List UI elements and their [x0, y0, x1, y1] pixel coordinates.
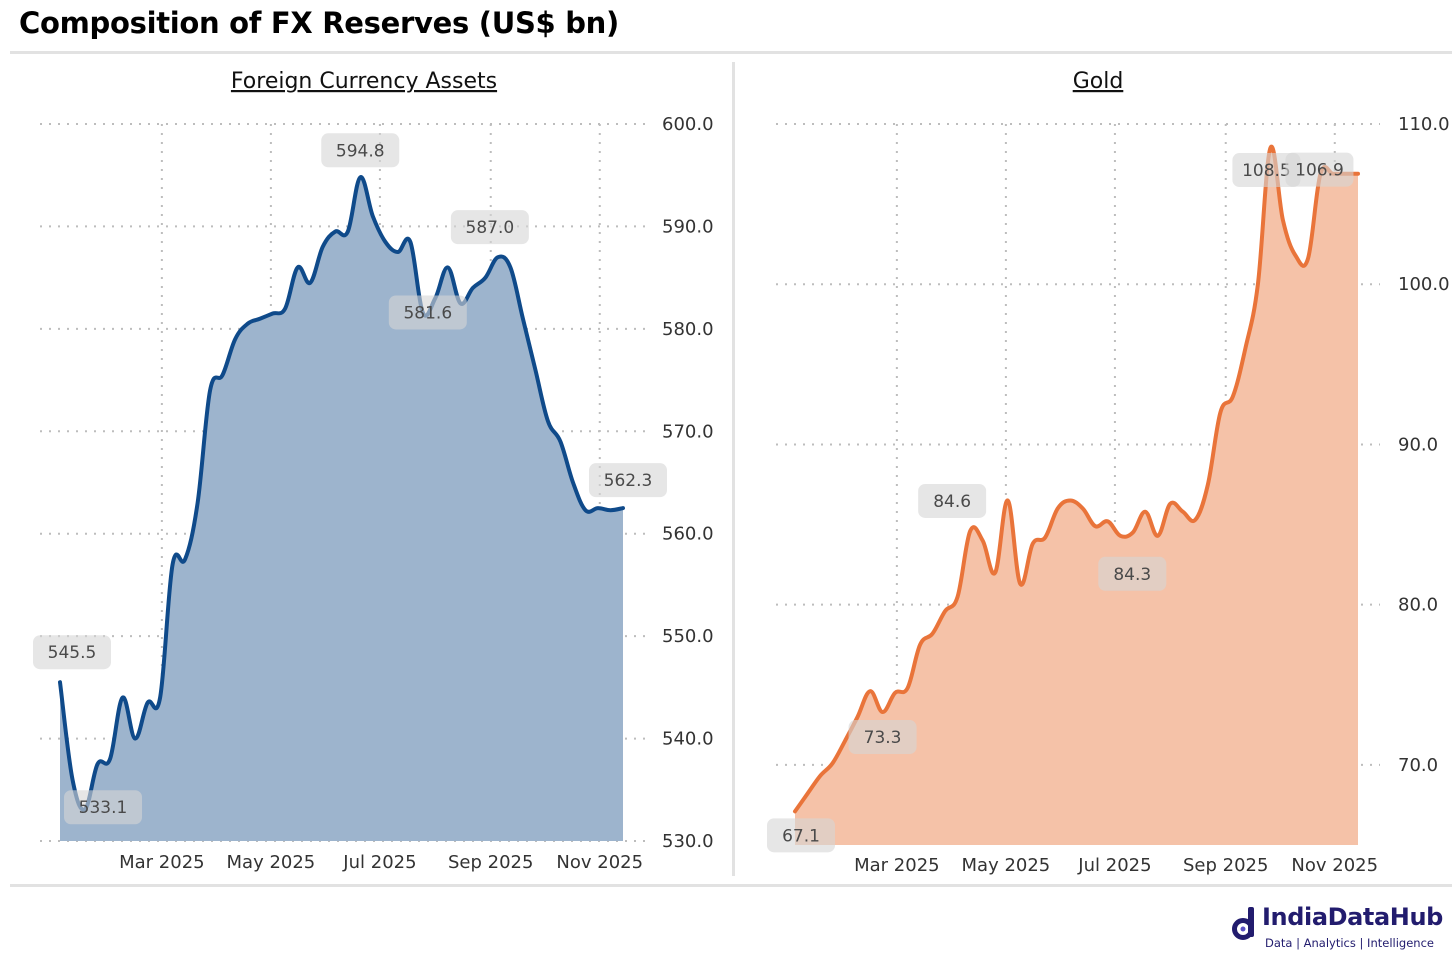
fca-area-layer: [58, 175, 625, 841]
gold-data-label-text: 106.9: [1295, 161, 1344, 181]
fca-x-axis: Mar 2025 May 2025 Jul 2025 Sep 2025 Nov 2025: [119, 852, 643, 873]
gold-data-label: 106.9: [1285, 152, 1354, 187]
fca-y-tick-label: 540.0: [662, 729, 714, 750]
gold-data-label-box: [848, 720, 917, 755]
gold-x-tick-label: Nov 2025: [1291, 855, 1378, 876]
fca-data-labels: 545.5 533.1 594.8 581.6 587.0 562.3: [33, 133, 667, 825]
fca-data-label-text: 562.3: [604, 471, 653, 491]
gold-data-label-text: 84.3: [1113, 565, 1151, 585]
fca-chart-title: Foreign Currency Assets: [231, 69, 497, 94]
fca-y-tick-label: 570.0: [662, 421, 714, 442]
fca-y-tick-label: 550.0: [662, 626, 714, 647]
gold-y-tick-label: 90.0: [1398, 434, 1438, 455]
fca-x-tick-label: Mar 2025: [119, 852, 205, 873]
fca-data-label: 587.0: [450, 210, 529, 245]
fca-y-tick-label: 560.0: [662, 524, 714, 545]
fca-y-tick-label: 580.0: [662, 319, 714, 340]
gold-x-tick-label: Sep 2025: [1183, 855, 1268, 876]
fca-data-label: 533.1: [64, 790, 143, 825]
fca-data-label-box: [321, 133, 400, 168]
gold-x-axis: Mar 2025 May 2025 Jul 2025 Sep 2025 Nov 2025: [854, 855, 1378, 876]
brand-name: IndiaDataHub: [1262, 903, 1443, 931]
fca-data-label-text: 533.1: [79, 798, 128, 818]
fca-data-label-box: [589, 463, 667, 498]
fca-data-label-text: 581.6: [403, 303, 452, 323]
fca-data-label: 545.5: [33, 635, 111, 670]
gold-data-label: 108.5: [1232, 153, 1301, 188]
fca-x-tick-label: May 2025: [227, 852, 316, 873]
fca-data-label-box: [33, 635, 111, 670]
gold-data-label-box: [918, 483, 987, 518]
page-title: Composition of FX Reserves (US$ bn): [19, 6, 619, 40]
fca-y-tick-label: 600.0: [662, 114, 714, 135]
fca-data-label-box: [64, 790, 143, 825]
brand-d-icon: [1232, 907, 1254, 940]
gold-data-label-box: [1232, 153, 1301, 188]
gold-x-tick-label: May 2025: [962, 855, 1051, 876]
gold-x-tick-label: Jul 2025: [1077, 855, 1151, 876]
fca-chart: Foreign Currency Assets 530.0540.0550.05…: [33, 69, 714, 873]
fca-x-tick-label: Nov 2025: [556, 852, 643, 873]
gold-data-label-box: [1098, 556, 1167, 591]
panel-divider: [732, 62, 735, 876]
gold-x-tick-label: Mar 2025: [854, 855, 940, 876]
gold-data-label: 73.3: [848, 720, 917, 755]
gold-data-label: 84.6: [918, 483, 987, 518]
bottom-divider-rule: [10, 884, 1452, 887]
fca-data-label-box: [450, 210, 529, 245]
fca-series-line: [58, 175, 625, 812]
fca-data-label: 562.3: [589, 463, 667, 498]
gold-data-labels: 67.1 73.3 84.6 84.3 108.5 106.9: [767, 152, 1354, 853]
gold-data-label: 84.3: [1098, 556, 1167, 591]
fca-data-label: 581.6: [388, 295, 467, 330]
gold-y-tick-label: 80.0: [1398, 595, 1438, 616]
top-divider-rule: [10, 51, 1452, 54]
gold-y-tick-label: 70.0: [1398, 755, 1438, 776]
gold-y-tick-label: 110.0: [1398, 114, 1450, 135]
brand-logo: IndiaDataHub Data | Analytics | Intellig…: [1232, 903, 1450, 953]
fca-area-fill: [60, 177, 623, 841]
gold-y-tick-label: 100.0: [1398, 274, 1450, 295]
gold-data-label-box: [767, 818, 835, 853]
gold-data-label-text: 84.6: [933, 492, 971, 512]
gold-y-axis: 70.0 80.0 90.0 100.0 110.0: [1398, 114, 1450, 776]
brand-tagline: Data | Analytics | Intelligence: [1265, 936, 1434, 950]
gold-data-label-text: 73.3: [864, 728, 902, 748]
gold-chart: Gold 70.0 80.0 90.0 100.0 110.0 Mar 2025 May …: [767, 69, 1450, 876]
gold-data-label-box: [1285, 152, 1354, 187]
gold-data-label-text: 67.1: [782, 826, 820, 846]
gold-data-label-text: 108.5: [1242, 161, 1291, 181]
fca-data-label-text: 545.5: [48, 643, 97, 663]
fca-data-label-box: [388, 295, 467, 330]
fca-y-tick-label: 590.0: [662, 216, 714, 237]
fca-x-tick-label: Jul 2025: [342, 852, 416, 873]
gold-data-label: 67.1: [767, 818, 835, 853]
fca-data-label-text: 587.0: [466, 218, 515, 238]
fca-y-tick-label: 530.0: [662, 831, 714, 852]
fca-y-axis: 530.0 540.0 550.0 560.0 570.0 580.0 590.0 600.0: [662, 114, 714, 852]
fca-data-label-text: 594.8: [336, 141, 385, 161]
gold-area-fill: [795, 146, 1358, 845]
gold-chart-title: Gold: [1073, 69, 1124, 94]
fca-data-label: 594.8: [321, 133, 400, 168]
fca-x-tick-label: Sep 2025: [448, 852, 533, 873]
